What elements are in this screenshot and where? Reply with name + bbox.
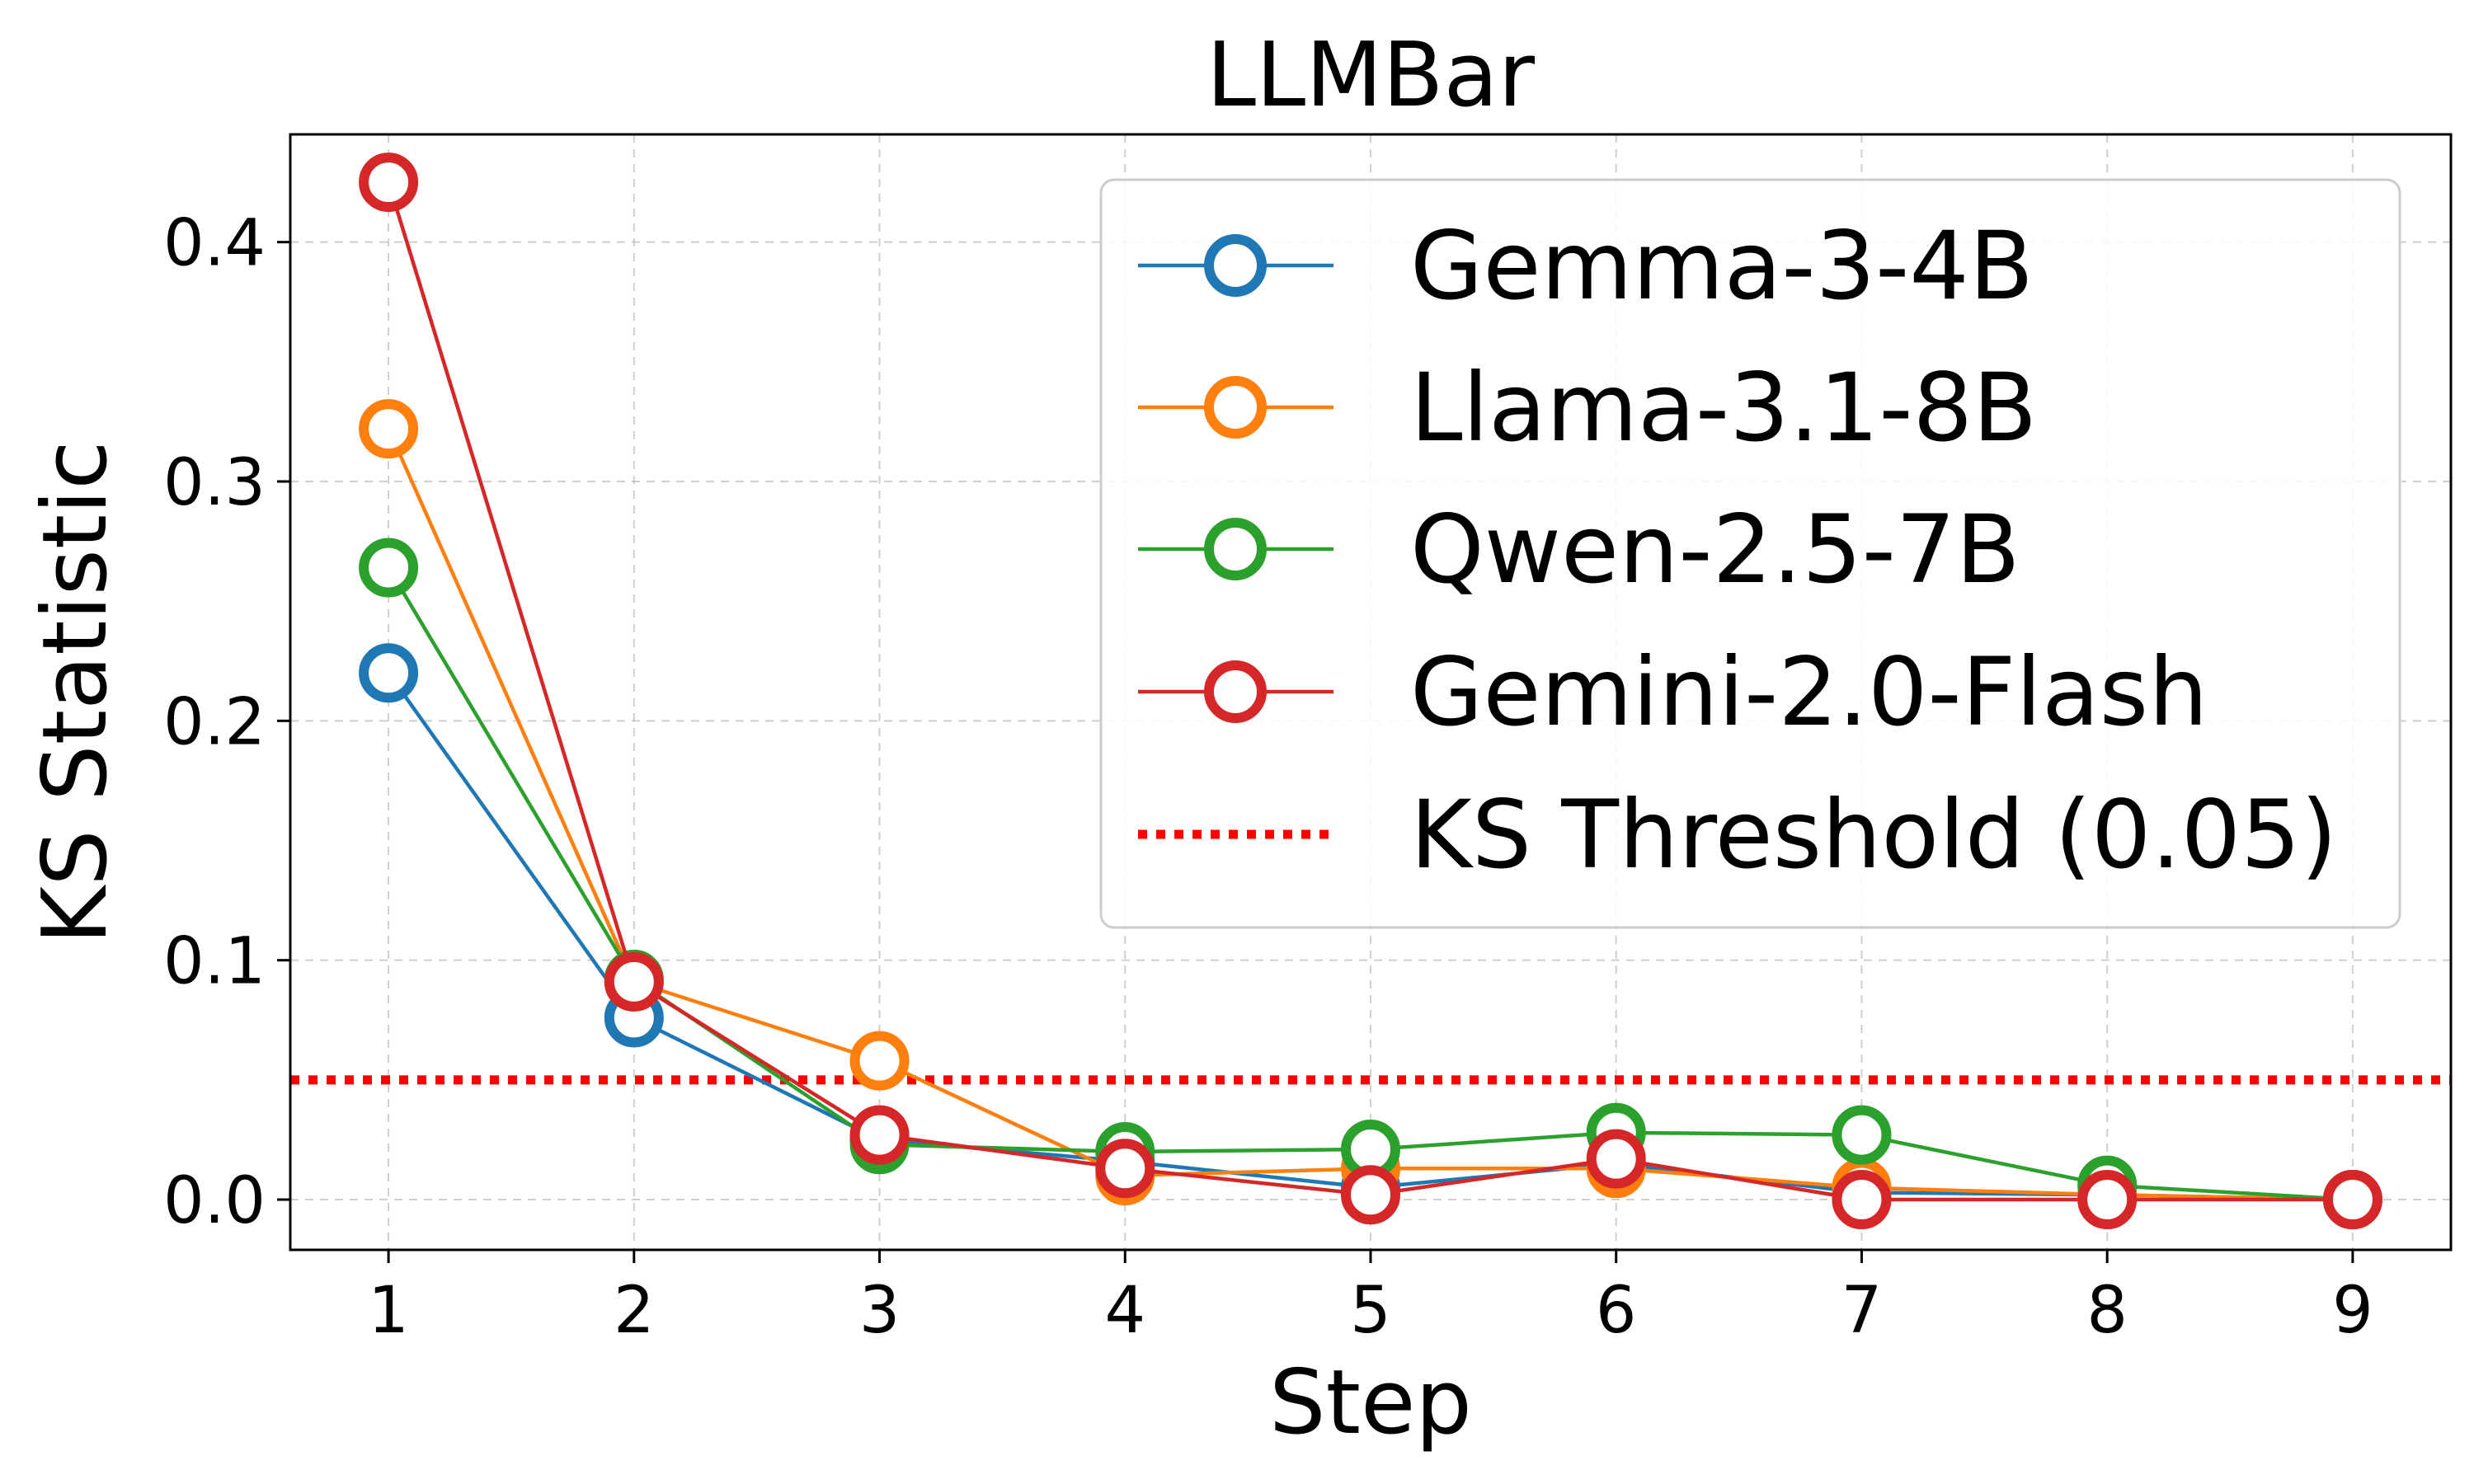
x-tick-label: 2 — [614, 1274, 655, 1348]
legend-label: Gemini-2.0-Flash — [1410, 637, 2208, 747]
data-point — [2322, 1170, 2382, 1230]
legend-label: Qwen-2.5-7B — [1410, 495, 2020, 604]
data-point — [1832, 1105, 1892, 1165]
legend-marker — [1204, 518, 1267, 580]
y-tick-label: 0.1 — [163, 925, 266, 999]
data-point — [1586, 1129, 1646, 1189]
data-point — [849, 1031, 910, 1091]
x-tick-label: 8 — [2086, 1274, 2128, 1348]
legend-label: Gemma-3-4B — [1410, 211, 2034, 321]
x-tick-label: 7 — [1841, 1274, 1883, 1348]
legend-marker — [1204, 376, 1267, 439]
legend: Gemma-3-4B Llama-3.1-8B Qwen-2.5-7B Gemini-… — [1099, 178, 2401, 929]
y-tick-label: 0.4 — [163, 207, 266, 281]
data-point — [1095, 1139, 1155, 1199]
x-axis-title: Step — [1269, 1351, 1472, 1454]
series-layer — [359, 153, 2382, 1230]
x-tick-label: 3 — [859, 1274, 901, 1348]
y-tick-label: 0.2 — [163, 685, 266, 759]
legend-label: Llama-3.1-8B — [1410, 353, 2037, 463]
data-point — [1832, 1170, 1892, 1230]
y-axis-title: KS Statistic — [24, 440, 127, 944]
data-point — [2077, 1170, 2138, 1230]
data-point — [359, 153, 419, 213]
x-tick-label: 6 — [1596, 1274, 1637, 1348]
legend-marker — [1204, 660, 1267, 723]
y-axis: 0.0 0.1 0.2 0.3 0.4 — [163, 207, 290, 1238]
chart-title: LLMBar — [1206, 24, 1536, 127]
x-tick-label: 5 — [1350, 1274, 1391, 1348]
x-tick-label: 4 — [1104, 1274, 1145, 1348]
data-point — [849, 1105, 910, 1165]
legend-marker — [1204, 234, 1267, 297]
data-point — [359, 643, 419, 703]
x-tick-label: 1 — [368, 1274, 409, 1348]
legend-entries: Gemma-3-4B Llama-3.1-8B Qwen-2.5-7B Gemini-… — [1138, 211, 2337, 890]
y-tick-label: 0.0 — [163, 1164, 266, 1238]
data-point — [1341, 1165, 1400, 1225]
legend-box — [1099, 178, 2401, 929]
y-tick-label: 0.3 — [163, 446, 266, 520]
data-point — [604, 951, 664, 1012]
x-axis: 1 2 3 4 5 6 7 8 9 — [368, 1250, 2373, 1348]
data-point — [359, 399, 419, 459]
x-tick-label: 9 — [2332, 1274, 2373, 1348]
data-point — [359, 538, 419, 598]
legend-label: KS Threshold (0.05) — [1410, 780, 2337, 890]
